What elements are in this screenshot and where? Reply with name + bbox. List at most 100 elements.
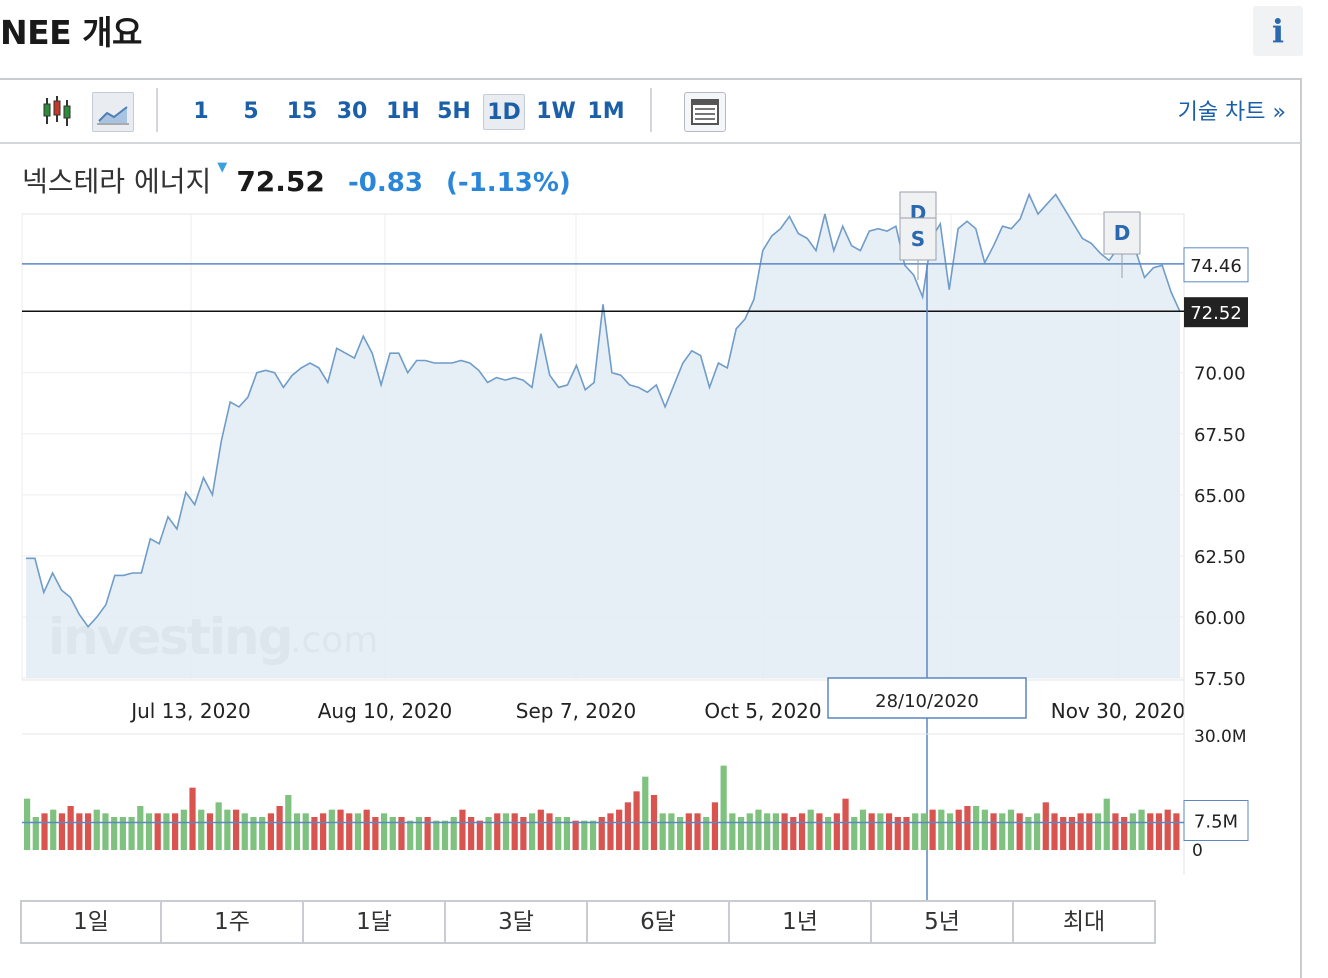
volume-bar [415,817,423,850]
volume-bar [502,813,510,850]
volume-bar [102,813,109,850]
range-button[interactable]: 3달 [446,900,588,944]
volume-bar [1129,813,1136,850]
volume-bar [720,765,727,850]
candlestick-icon[interactable] [38,92,80,132]
volume-bar [581,820,588,850]
range-button[interactable]: 1일 [20,900,162,944]
price-line [26,192,1181,628]
volume-bar [885,813,893,850]
volume-bar [772,813,779,850]
range-button[interactable]: 6달 [588,900,730,944]
volume-marker-box [1183,800,1249,841]
volume-bar [24,798,31,850]
volume-bar [145,813,153,850]
interval-1w[interactable]: 1W [536,99,576,124]
interval-30[interactable]: 30 [336,99,368,124]
volume-bar [232,809,240,850]
volume-bar [746,813,753,850]
price-chart[interactable]: 70.0067.5065.0062.5060.0057.50investing.… [0,80,1300,900]
interval-5h[interactable]: 5H [437,99,471,124]
volume-bar [407,820,414,850]
volume-bar [563,817,571,850]
volume-bar [764,813,771,850]
volume-bar [1164,809,1171,850]
crosshair-date-box [827,677,1027,719]
volume-bar [668,813,675,850]
range-button[interactable]: 최대 [1014,900,1156,944]
x-tick-label: Oct 5, 2020 [704,699,821,723]
interval-1d[interactable]: 1D [483,94,525,130]
volume-bar [798,813,806,850]
volume-bar [468,817,475,850]
crosshair-date-label: 28/10/2020 [875,691,979,712]
x-tick-label: Nov 30, 2020 [1051,699,1185,723]
y-tick-label: 70.00 [1194,364,1246,385]
toolbar-divider [156,88,158,132]
interval-1h[interactable]: 1H [386,99,420,124]
volume-bar [1060,817,1067,850]
volume-bar [703,817,710,850]
volume-bar [1147,813,1154,850]
price-marker-box [1183,247,1249,283]
volume-bar [1051,813,1058,850]
technical-chart-link[interactable]: 기술 차트 » [1177,100,1286,125]
volume-bar [711,802,719,850]
range-button[interactable]: 1주 [162,900,304,944]
toolbar-divider [650,88,652,132]
range-button[interactable]: 5년 [872,900,1014,944]
x-tick-label: Sep 7, 2020 [516,699,636,723]
volume-bar [58,813,66,850]
volume-bar [67,806,74,850]
stock-name: 넥스테라 에너지 [22,165,212,198]
volume-marker-label: 7.5M [1194,812,1238,833]
last-price-label: 72.52 [1190,303,1242,324]
volume-bar [1138,809,1145,850]
interval-1m[interactable]: 1M [587,99,625,124]
volume-bar [302,813,309,850]
chart-toolbar: 1 5 15 30 1H 5H 1D 1W 1M 기술 차트 » [0,80,1300,144]
area-chart-icon[interactable] [92,92,134,132]
volume-bar [494,813,501,850]
volume-bar [572,820,579,850]
volume-bar [737,817,745,850]
volume-bar [93,809,100,850]
volume-bar [659,813,666,850]
volume-bar [328,809,335,850]
interval-15[interactable]: 15 [286,99,318,124]
interval-5[interactable]: 5 [243,99,259,124]
volume-bar [903,817,910,850]
y-tick-label: 60.00 [1194,608,1246,629]
price-area-fill [26,194,1180,678]
interval-1[interactable]: 1 [193,99,209,124]
volume-bar [441,820,449,850]
volume-bar [633,791,640,850]
volume-bar [755,809,762,850]
volume-zero-label: 0 [1192,841,1203,861]
volume-bar [511,813,518,850]
volume-bar [293,813,301,850]
volume-bar [851,817,858,850]
volume-bar [607,813,614,850]
volume-bar [320,813,327,850]
volume-bar [1007,809,1015,850]
volume-bar [528,813,536,850]
range-button[interactable]: 1달 [304,900,446,944]
y-tick-label: 65.00 [1194,486,1246,507]
info-icon[interactable]: i [1253,6,1303,56]
volume-bar [198,809,205,850]
volume-bar [964,806,971,850]
volume-bar [816,813,823,850]
last-price-box [1184,297,1248,328]
volume-bar [624,802,631,850]
range-button[interactable]: 1년 [730,900,872,944]
volume-bar [137,806,144,850]
volume-bar [189,787,196,850]
volume-bar [398,817,405,850]
volume-bar [476,820,483,850]
volume-bar [450,817,457,850]
volume-bar [180,809,187,850]
table-icon[interactable] [684,92,726,132]
volume-bar [76,813,83,850]
volume-bar [1025,817,1032,850]
